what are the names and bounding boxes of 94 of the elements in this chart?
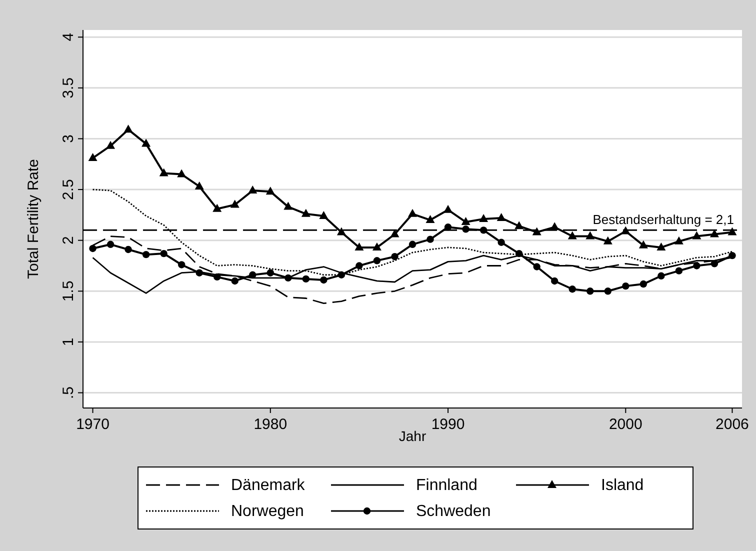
point <box>674 236 684 244</box>
point <box>692 231 702 240</box>
point <box>496 212 506 221</box>
point <box>249 271 256 278</box>
point <box>88 153 98 162</box>
point <box>142 138 151 147</box>
point <box>160 250 168 258</box>
point <box>284 202 293 210</box>
point <box>426 236 434 243</box>
point <box>408 240 416 248</box>
x-tick-label: 1970 <box>76 416 110 433</box>
point <box>196 269 203 276</box>
point <box>178 261 186 268</box>
point <box>640 280 648 288</box>
point <box>284 274 292 282</box>
point <box>604 288 612 295</box>
point <box>426 215 435 224</box>
legend-label: Island <box>601 477 644 494</box>
legend-label: Schweden <box>416 503 491 520</box>
point <box>354 242 364 250</box>
point <box>231 277 238 285</box>
y-tick-label: 3 <box>60 134 77 143</box>
x-tick-label: 2000 <box>608 416 642 433</box>
point <box>124 246 132 254</box>
point <box>461 217 470 226</box>
y-axis-title: Total Fertility Rate <box>25 158 42 280</box>
point <box>177 169 186 178</box>
y-tick-label: 3.5 <box>60 77 77 98</box>
point <box>106 140 116 149</box>
point <box>230 200 240 208</box>
point <box>550 222 560 230</box>
point <box>124 124 133 133</box>
point <box>248 186 258 194</box>
y-tick-label: 1 <box>60 338 77 346</box>
point <box>266 186 275 195</box>
point <box>568 231 577 240</box>
point <box>656 242 666 250</box>
point <box>319 210 328 219</box>
point <box>638 240 648 248</box>
point <box>372 242 382 250</box>
point <box>390 229 400 238</box>
legend-label: Norwegen <box>231 503 304 520</box>
y-tick-label: .5 <box>60 386 77 400</box>
point <box>515 250 523 258</box>
point <box>622 282 630 290</box>
point <box>391 252 398 260</box>
point <box>728 227 737 236</box>
point <box>159 168 168 176</box>
point <box>214 273 221 281</box>
point <box>301 208 310 217</box>
point <box>356 262 363 270</box>
point <box>710 260 718 268</box>
point <box>320 276 328 284</box>
point <box>498 238 505 246</box>
point <box>568 286 576 293</box>
y-tick-label: 2 <box>60 236 77 245</box>
legend-label: Dänemark <box>231 477 306 494</box>
y-tick-label: 1.5 <box>60 280 77 302</box>
point <box>408 208 417 217</box>
point <box>479 214 488 222</box>
point <box>89 244 96 252</box>
ref-line-label: Bestandserhaltung = 2,1 <box>592 212 734 228</box>
point <box>603 236 612 244</box>
y-tick-label: 4 <box>60 32 77 42</box>
point <box>194 181 204 190</box>
point <box>212 204 222 212</box>
point <box>728 252 736 260</box>
point <box>444 224 452 231</box>
y-tick-label: 2.5 <box>60 179 77 200</box>
point <box>106 240 114 248</box>
x-tick-label: 1990 <box>431 416 465 433</box>
point <box>266 269 274 276</box>
point <box>514 221 524 230</box>
point <box>480 226 488 234</box>
x-tick-label: 2006 <box>716 416 749 433</box>
point <box>462 226 470 233</box>
point <box>551 277 558 285</box>
x-tick-label: 1980 <box>254 416 288 433</box>
point <box>336 227 346 236</box>
point <box>302 275 310 283</box>
legend-label: Finnland <box>416 477 478 494</box>
point <box>693 262 700 270</box>
point <box>142 250 150 258</box>
point <box>532 227 542 236</box>
point <box>338 271 346 278</box>
point <box>533 263 540 270</box>
point <box>586 288 594 295</box>
point <box>658 272 665 280</box>
point <box>444 204 453 213</box>
point <box>586 231 595 240</box>
point <box>710 229 719 238</box>
point <box>373 257 381 264</box>
x-axis-title: Jahr <box>398 428 426 444</box>
point <box>675 267 683 274</box>
